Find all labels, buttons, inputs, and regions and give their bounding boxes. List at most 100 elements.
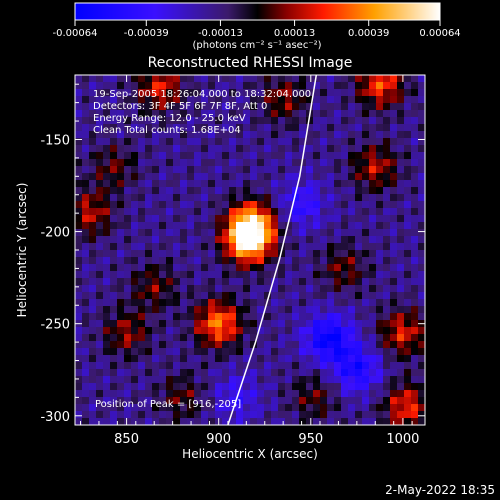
heatmap-pixel [96, 334, 104, 342]
heatmap-pixel [180, 236, 188, 244]
heatmap-pixel [355, 418, 363, 425]
heatmap-pixel [117, 292, 125, 300]
heatmap-pixel [313, 285, 321, 293]
heatmap-pixel [292, 250, 300, 258]
heatmap-pixel [264, 355, 272, 363]
heatmap-pixel [138, 222, 146, 230]
heatmap-pixel [110, 194, 118, 202]
heatmap-pixel [124, 222, 132, 230]
heatmap-pixel [327, 355, 335, 363]
heatmap-pixel [376, 299, 384, 307]
heatmap-pixel [89, 236, 97, 244]
heatmap-pixel [390, 194, 398, 202]
heatmap-pixel [250, 348, 258, 356]
heatmap-pixel [313, 110, 321, 118]
heatmap-pixel [110, 418, 118, 425]
heatmap-pixel [82, 418, 90, 425]
heatmap-pixel [103, 243, 111, 251]
heatmap-pixel [201, 117, 209, 125]
heatmap-pixel [152, 173, 160, 181]
heatmap-pixel [355, 117, 363, 125]
heatmap-pixel [229, 166, 237, 174]
heatmap-pixel [327, 397, 335, 405]
heatmap-pixel [341, 404, 349, 412]
heatmap-pixel [411, 397, 419, 405]
heatmap-pixel [173, 82, 181, 90]
heatmap-pixel [173, 278, 181, 286]
heatmap-pixel [327, 180, 335, 188]
heatmap-pixel [159, 222, 167, 230]
heatmap-pixel [257, 313, 265, 321]
heatmap-pixel [327, 166, 335, 174]
heatmap-pixel [404, 341, 412, 349]
heatmap-pixel [292, 103, 300, 111]
heatmap-pixel [418, 152, 425, 160]
heatmap-pixel [82, 348, 90, 356]
heatmap-pixel [159, 166, 167, 174]
heatmap-pixel [278, 166, 286, 174]
heatmap-pixel [110, 89, 118, 97]
heatmap-pixel [250, 201, 258, 209]
heatmap-pixel [404, 236, 412, 244]
heatmap-pixel [124, 418, 132, 425]
heatmap-pixel [257, 117, 265, 125]
heatmap-pixel [348, 285, 356, 293]
heatmap-pixel [89, 376, 97, 384]
heatmap-pixel [131, 180, 139, 188]
heatmap-pixel [362, 117, 370, 125]
heatmap-pixel [159, 152, 167, 160]
heatmap-pixel [110, 257, 118, 265]
heatmap-pixel [376, 369, 384, 377]
heatmap-pixel [82, 383, 90, 391]
heatmap-pixel [411, 404, 419, 412]
heatmap-pixel [103, 334, 111, 342]
heatmap-pixel [222, 355, 230, 363]
heatmap-pixel [390, 131, 398, 139]
heatmap-pixel [243, 362, 251, 370]
heatmap-pixel [236, 166, 244, 174]
heatmap-pixel [327, 201, 335, 209]
heatmap-pixel [208, 313, 216, 321]
heatmap-pixel [348, 96, 356, 104]
heatmap-pixel [369, 194, 377, 202]
heatmap-pixel [341, 145, 349, 153]
heatmap-pixel [313, 201, 321, 209]
heatmap-pixel [299, 355, 307, 363]
heatmap-pixel [82, 96, 90, 104]
heatmap-pixel [390, 404, 398, 412]
heatmap-pixel [376, 320, 384, 328]
heatmap-pixel [124, 75, 132, 83]
heatmap-pixel [75, 285, 83, 293]
heatmap-pixel [285, 201, 293, 209]
heatmap-pixel [278, 96, 286, 104]
heatmap-pixel [411, 96, 419, 104]
heatmap-pixel [180, 292, 188, 300]
heatmap-pixel [292, 285, 300, 293]
heatmap-pixel [390, 187, 398, 195]
heatmap-pixel [257, 103, 265, 111]
heatmap-pixel [397, 250, 405, 258]
heatmap-pixel [187, 110, 195, 118]
heatmap-pixel [397, 82, 405, 90]
heatmap-pixel [397, 362, 405, 370]
heatmap-pixel [89, 96, 97, 104]
heatmap-pixel [383, 187, 391, 195]
heatmap-pixel [369, 96, 377, 104]
heatmap-pixel [313, 152, 321, 160]
heatmap-pixel [355, 250, 363, 258]
heatmap-pixel [152, 82, 160, 90]
heatmap-pixel [411, 362, 419, 370]
heatmap-pixel [306, 89, 314, 97]
heatmap-pixel [278, 404, 286, 412]
heatmap-pixel [187, 138, 195, 146]
heatmap-pixel [327, 82, 335, 90]
heatmap-pixel [271, 145, 279, 153]
heatmap-pixel [180, 75, 188, 83]
heatmap-pixel [278, 201, 286, 209]
heatmap-pixel [208, 250, 216, 258]
info-line-energy: Energy Range: 12.0 - 25.0 keV [93, 113, 246, 124]
heatmap-pixel [306, 271, 314, 279]
heatmap-pixel [229, 404, 237, 412]
heatmap-pixel [208, 208, 216, 216]
heatmap-pixel [208, 166, 216, 174]
